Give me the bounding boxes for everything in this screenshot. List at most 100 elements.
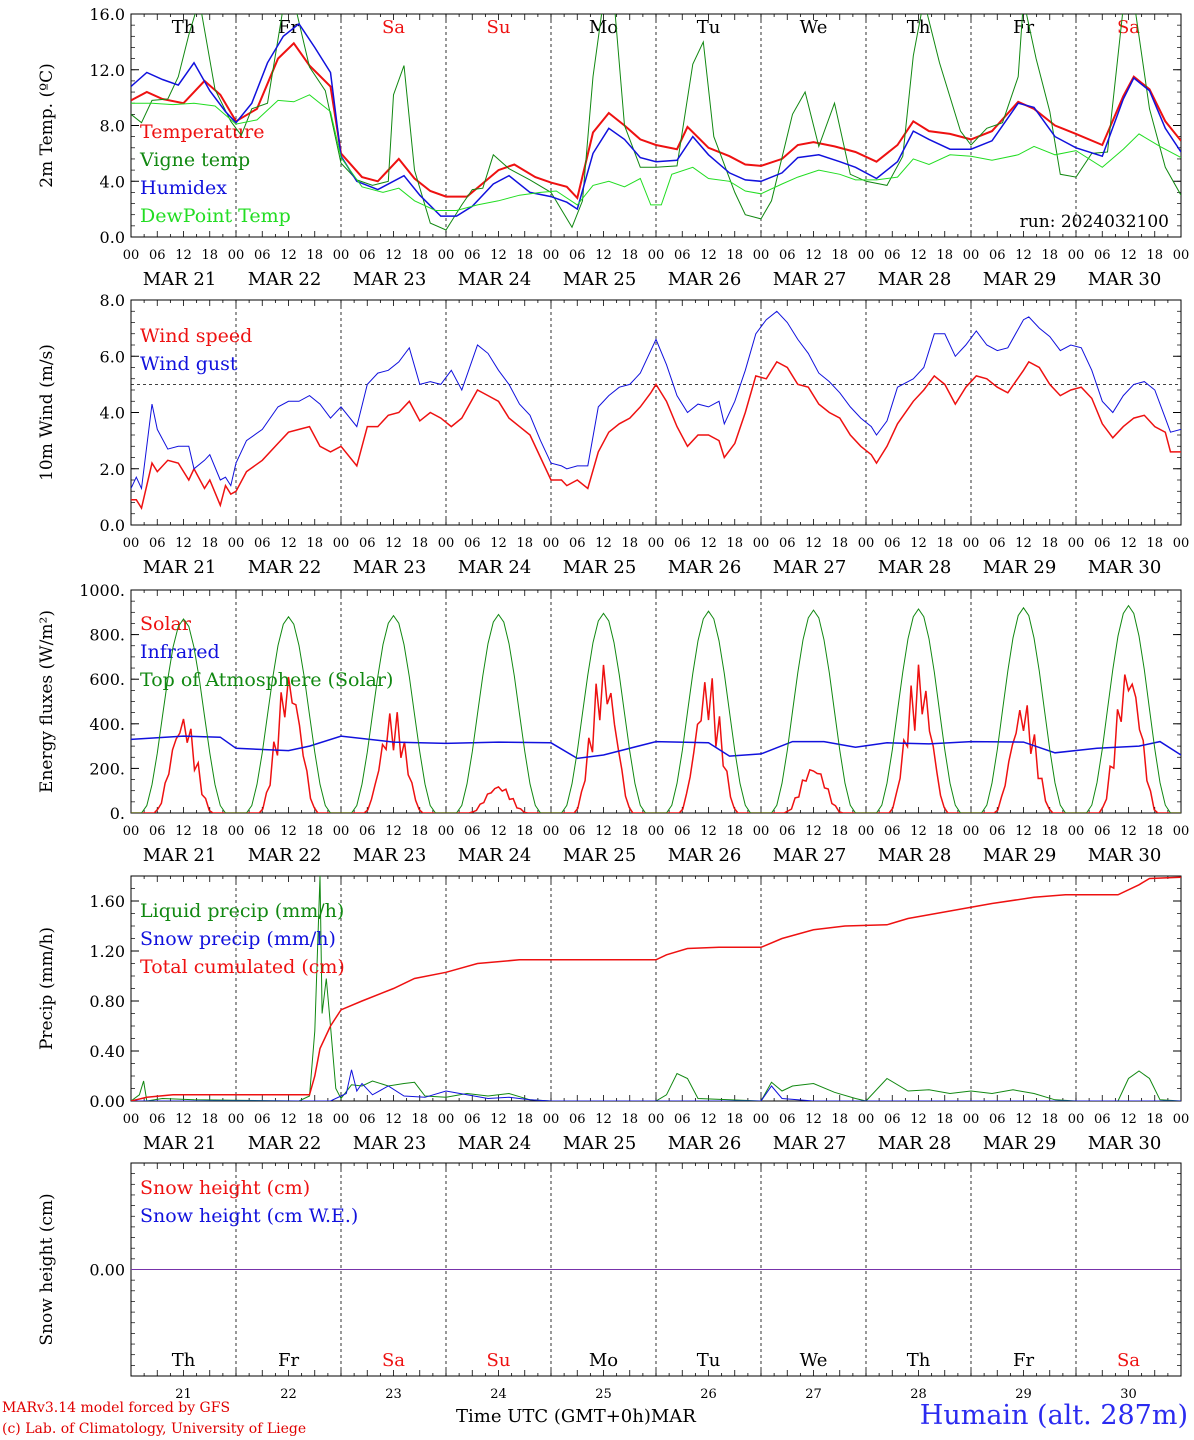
y-tick-label: 8.0 [100,117,125,136]
model-credit: MARv3.14 model forced by GFS [2,1400,231,1416]
series-line-wind-speed [131,360,1181,511]
y-axis-label: 2m Temp. (ºC) [37,63,57,188]
date-label: MAR 23 [353,269,427,290]
hour-tick-label: 12 [1120,248,1137,263]
series-line-total-cumulated-cm- [131,876,1181,1101]
y-tick-label: 1000. [79,581,125,600]
panel-frame [130,589,1182,814]
hour-tick-label: 06 [149,536,166,551]
series-line-infrared [131,735,1181,760]
y-tick-label: 0.0 [100,228,125,247]
hour-tick-label: 06 [569,1112,586,1127]
hour-tick-label: 00 [753,248,770,263]
y-tick-label: 4.0 [100,172,125,191]
hour-tick-label: 00 [858,824,875,839]
panel-1: 0.0 4.0 8.0 12.0 16.0 2m Temp. (ºC) run: 20240… [37,5,1189,290]
date-label: MAR 27 [773,269,847,290]
date-label: MAR 25 [563,845,637,866]
day-number-label: 22 [280,1387,297,1402]
hour-tick-label: 00 [648,824,665,839]
hour-tick-label: 00 [963,1112,980,1127]
date-label: MAR 25 [563,269,637,290]
date-label: MAR 22 [248,557,322,578]
y-axis-label: 10m Wind (m/s) [37,344,57,481]
series-line-vigne-temp [131,14,1181,231]
hour-tick-label: 12 [1015,1112,1032,1127]
hour-tick-label: 00 [963,536,980,551]
hour-tick-label: 18 [1041,248,1058,263]
hour-tick-label: 18 [306,536,323,551]
hour-tick-label: 18 [411,1112,428,1127]
date-label: MAR 29 [983,557,1057,578]
legend-entry: Vigne temp [139,149,250,171]
hour-tick-label: 00 [333,824,350,839]
hour-tick-label: 00 [123,248,140,263]
hour-tick-label: 12 [1120,1112,1137,1127]
hour-tick-label: 06 [149,1112,166,1127]
hour-tick-label: 00 [438,248,455,263]
hour-tick-label: 12 [910,248,927,263]
weekday-label: Th [172,17,196,38]
hour-tick-label: 12 [805,1112,822,1127]
weekday-label: Mo [589,1350,618,1371]
hour-tick-label: 18 [201,248,218,263]
y-tick-label: 0.40 [89,1042,125,1061]
hour-tick-label: 06 [464,824,481,839]
hour-tick-label: 06 [1094,824,1111,839]
date-label: MAR 28 [878,1133,952,1154]
legend-entry: Snow height (cm) [140,1177,310,1199]
date-label: MAR 26 [668,269,742,290]
station-name: Humain (alt. 287m) [919,1400,1188,1431]
hour-tick-label: 00 [228,248,245,263]
hour-tick-label: 18 [411,248,428,263]
hour-tick-label: 06 [569,824,586,839]
weekday-label: Sa [382,17,405,38]
hour-tick-label: 06 [989,536,1006,551]
hour-tick-label: 06 [1094,1112,1111,1127]
weekday-label: Su [487,1350,511,1371]
hour-tick-label: 06 [464,1112,481,1127]
hour-tick-label: 12 [1015,248,1032,263]
hour-tick-label: 18 [936,248,953,263]
hour-tick-label: 06 [359,1112,376,1127]
y-axis-label: Precip (mm/h) [37,927,57,1050]
y-tick-label: 600. [89,670,125,689]
weekday-label: Fr [278,1350,299,1371]
date-label: MAR 21 [143,269,217,290]
hour-tick-label: 06 [779,248,796,263]
hour-tick-label: 12 [490,248,507,263]
y-tick-label: 12.0 [89,61,125,80]
hour-tick-label: 06 [1094,248,1111,263]
weekday-label: Tu [697,17,721,38]
hour-tick-label: 06 [254,824,271,839]
hour-tick-label: 00 [543,536,560,551]
hour-tick-label: 06 [1094,536,1111,551]
hour-tick-label: 06 [254,248,271,263]
hour-tick-label: 06 [149,824,166,839]
hour-tick-label: 06 [359,536,376,551]
hour-tick-label: 00 [648,536,665,551]
hour-tick-label: 12 [280,536,297,551]
legend-entry: Temperature [140,121,264,143]
hour-tick-label: 00 [858,248,875,263]
hour-tick-label: 18 [621,536,638,551]
hour-tick-label: 00 [1173,536,1190,551]
series-line-dewpoint-temp [131,94,1181,211]
date-label: MAR 24 [458,269,532,290]
legend-entry: Wind speed [140,325,252,347]
legend-entry: Solar [140,613,192,635]
series-line-temperature [131,41,1181,201]
weekday-label: Sa [1117,1350,1140,1371]
hour-tick-label: 18 [201,1112,218,1127]
weekday-label: Fr [278,17,299,38]
series-line-snow-precip-mm-h- [131,1069,1181,1101]
hour-tick-label: 12 [595,536,612,551]
hour-tick-label: 06 [989,248,1006,263]
hour-tick-label: 12 [910,1112,927,1127]
hour-tick-label: 12 [595,1112,612,1127]
date-label: MAR 27 [773,845,847,866]
date-label: MAR 30 [1088,557,1162,578]
hour-tick-label: 06 [674,248,691,263]
series-line-liquid-precip-mm-h- [131,876,1181,1101]
day-number-label: 24 [490,1387,507,1402]
